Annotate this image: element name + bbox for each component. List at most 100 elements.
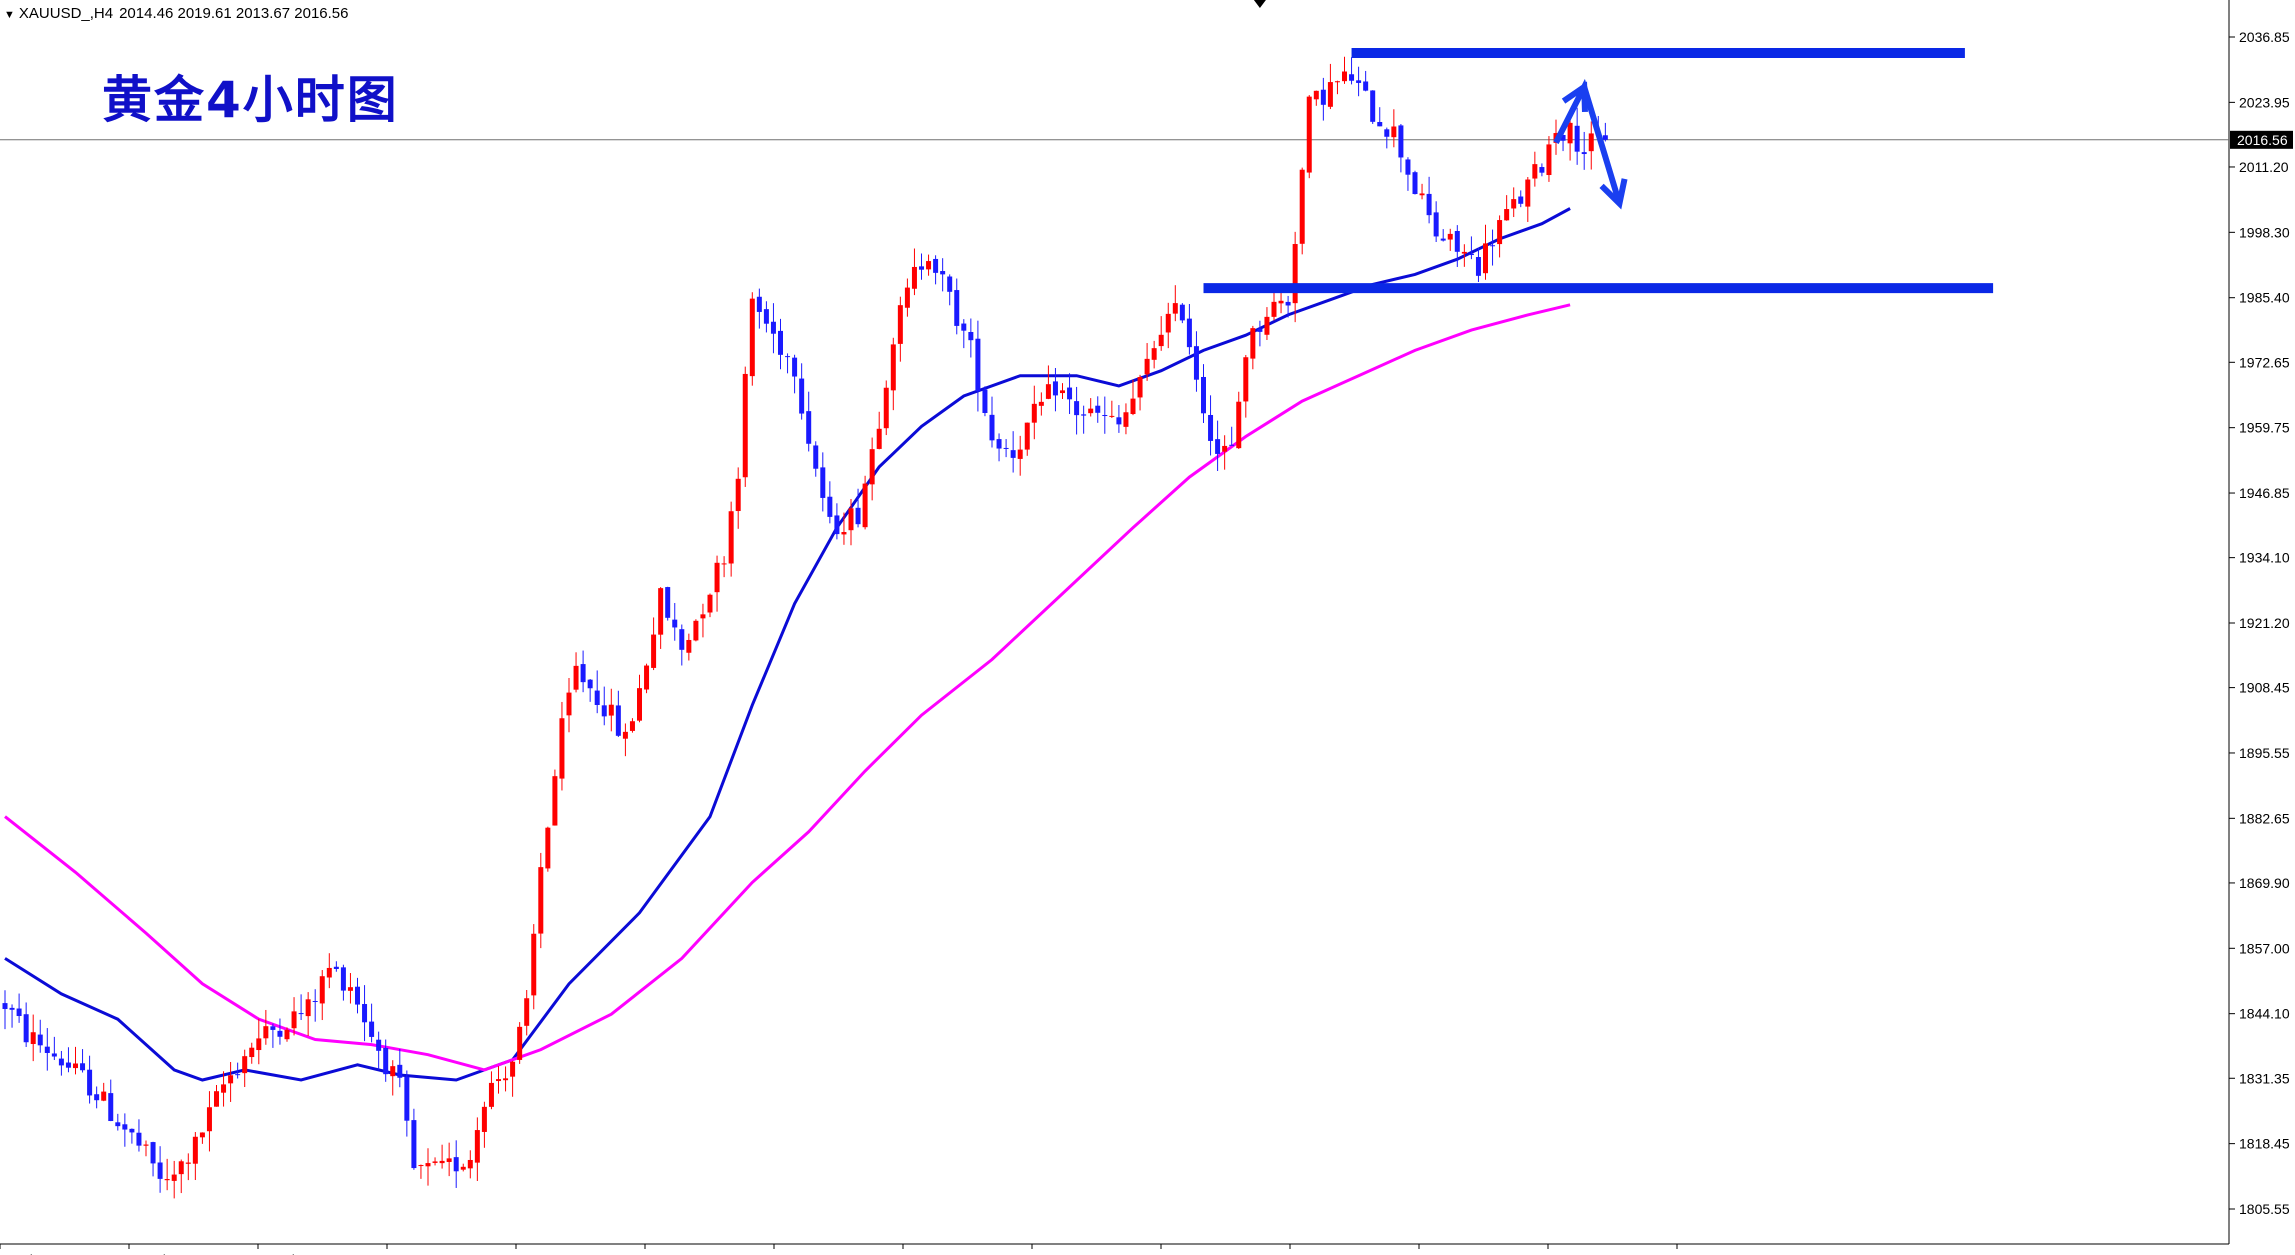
- candle-body: [1250, 328, 1256, 359]
- candle-body: [80, 1063, 86, 1071]
- candle: [1222, 435, 1228, 470]
- candle: [411, 1108, 417, 1170]
- candle-body: [665, 587, 671, 618]
- candle-body: [1130, 398, 1136, 415]
- candle: [1574, 107, 1580, 165]
- candle-body: [376, 1039, 382, 1051]
- candle: [770, 303, 776, 354]
- candle-body: [594, 690, 600, 706]
- candle: [425, 1148, 431, 1186]
- candle-body: [87, 1069, 93, 1096]
- candle: [1271, 290, 1277, 321]
- candle-body: [1179, 304, 1185, 321]
- candle-body: [848, 508, 854, 531]
- dropdown-triangle-icon[interactable]: ▼: [4, 9, 15, 21]
- candle: [1186, 303, 1192, 355]
- candle: [1539, 163, 1545, 177]
- candle: [1250, 325, 1256, 370]
- candle-body: [1299, 169, 1305, 244]
- candle: [249, 1042, 255, 1064]
- candle-body: [573, 665, 579, 690]
- candle-body: [129, 1128, 135, 1133]
- candle-body: [1102, 415, 1108, 417]
- candle-body: [608, 704, 614, 716]
- candle: [108, 1079, 114, 1122]
- candle-body: [44, 1046, 50, 1053]
- candle-body: [263, 1026, 269, 1039]
- candle-body: [679, 629, 685, 650]
- candle-body: [1468, 253, 1474, 256]
- candle: [291, 997, 297, 1036]
- candle: [263, 1009, 269, 1045]
- candle-body: [37, 1034, 43, 1046]
- candle-body: [1123, 412, 1129, 427]
- y-tick-label: 1882.65: [2239, 810, 2290, 826]
- candle: [1179, 303, 1185, 324]
- candle: [531, 924, 537, 1010]
- candle: [474, 1117, 480, 1181]
- candle-body: [1447, 233, 1453, 240]
- candle-body: [1433, 212, 1439, 237]
- y-tick-label: 1908.45: [2239, 680, 2290, 696]
- candle: [1095, 396, 1101, 423]
- candle-body: [615, 705, 621, 736]
- candle-body: [721, 563, 727, 565]
- candle: [1172, 285, 1178, 322]
- candle: [122, 1113, 128, 1147]
- candle-body: [206, 1107, 212, 1132]
- candle: [481, 1101, 487, 1148]
- symbol-header: ▼ XAUUSD_,H4 2014.46 2019.61 2013.67 2016.…: [4, 5, 348, 22]
- candle-body: [355, 986, 360, 1005]
- candle-body: [827, 496, 833, 517]
- candle: [1243, 354, 1249, 418]
- candle-body: [1546, 144, 1552, 176]
- candle-body: [333, 966, 339, 969]
- candle: [608, 688, 614, 732]
- candle-body: [1229, 444, 1235, 446]
- candle: [827, 481, 833, 524]
- candle: [883, 380, 889, 436]
- candle: [1299, 167, 1305, 255]
- candle-body: [1539, 167, 1545, 173]
- candle: [1003, 439, 1009, 458]
- candle: [333, 961, 339, 972]
- candle-body: [185, 1162, 191, 1164]
- candle: [1045, 365, 1051, 400]
- candle: [206, 1091, 212, 1152]
- candle: [73, 1046, 78, 1075]
- candle-body: [1060, 390, 1065, 394]
- y-tick-label: 1805.55: [2239, 1201, 2290, 1217]
- candle-body: [228, 1075, 234, 1084]
- x-tick-label: 9 Mar 17:00: [643, 1251, 718, 1255]
- candle: [369, 1003, 375, 1043]
- x-tick-label: 2 Mar 09:00: [385, 1251, 460, 1255]
- candle: [1391, 109, 1397, 148]
- ohlc-values: 2014.46 2019.61 2013.67 2016.56: [119, 5, 349, 22]
- candle-body: [214, 1091, 219, 1107]
- candle-body: [876, 428, 882, 449]
- candle: [644, 663, 650, 694]
- candle: [1327, 63, 1333, 110]
- candle-body: [65, 1062, 71, 1068]
- candle: [566, 677, 572, 733]
- candle: [1074, 386, 1080, 435]
- candle-body: [1095, 405, 1101, 413]
- candle-body: [686, 639, 692, 653]
- candle-body: [1419, 193, 1425, 196]
- candle-body: [30, 1032, 36, 1045]
- candle: [1602, 122, 1608, 142]
- candle: [1158, 316, 1164, 351]
- candle-body: [1497, 220, 1503, 245]
- candle: [1024, 422, 1030, 456]
- candle-body: [1567, 122, 1573, 144]
- candle-body: [1475, 257, 1481, 276]
- candle: [1433, 201, 1439, 243]
- candle-body: [199, 1132, 205, 1138]
- y-tick-label: 1934.10: [2239, 550, 2290, 566]
- candle: [1525, 177, 1531, 222]
- candle-body: [418, 1165, 424, 1167]
- candle-body: [256, 1038, 262, 1051]
- candle-body: [601, 705, 607, 717]
- candle: [1581, 131, 1587, 170]
